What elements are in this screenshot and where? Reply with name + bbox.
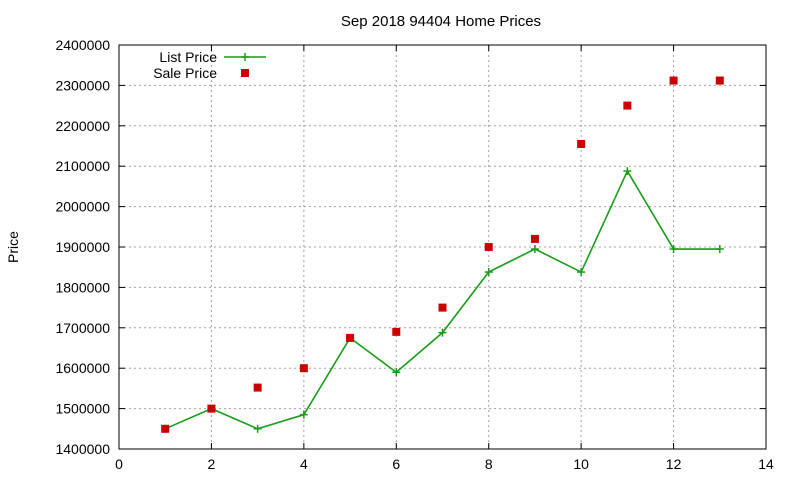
y-tick-label: 2200000 bbox=[55, 118, 110, 134]
sale-price-point bbox=[715, 76, 724, 85]
x-tick-label: 6 bbox=[392, 456, 400, 472]
x-tick-label: 2 bbox=[208, 456, 216, 472]
list-price-point bbox=[715, 245, 724, 254]
legend-marker bbox=[241, 53, 249, 61]
y-tick-label: 2300000 bbox=[55, 77, 110, 93]
sale-price-point bbox=[161, 424, 170, 433]
sale-price-point bbox=[392, 327, 401, 336]
list-price-point bbox=[438, 328, 447, 337]
x-tick-label: 14 bbox=[758, 456, 774, 472]
list-price-point bbox=[253, 424, 262, 433]
x-tick-label: 12 bbox=[666, 456, 682, 472]
legend-label: Sale Price bbox=[153, 65, 217, 81]
y-tick-label: 1400000 bbox=[55, 441, 110, 457]
sale-price-point bbox=[623, 101, 632, 110]
plot-frame bbox=[118, 44, 767, 450]
list-price-point bbox=[530, 245, 539, 254]
y-tick-label: 1900000 bbox=[55, 239, 110, 255]
list-price-line bbox=[164, 169, 720, 430]
sale-price-point bbox=[207, 404, 216, 413]
x-tick-label: 10 bbox=[573, 456, 589, 472]
y-tick-label: 1500000 bbox=[55, 401, 110, 417]
y-tick-label: 2100000 bbox=[55, 158, 110, 174]
list-price-point bbox=[484, 268, 493, 277]
x-tick-label: 0 bbox=[115, 456, 123, 472]
sale-price-point bbox=[299, 364, 308, 373]
y-tick-label: 2000000 bbox=[55, 199, 110, 215]
list-price-point bbox=[299, 410, 308, 419]
sale-price-point bbox=[438, 303, 447, 312]
sale-price-point bbox=[484, 243, 493, 251]
legend-label: List Price bbox=[159, 49, 217, 65]
x-tick-label: 4 bbox=[300, 456, 308, 472]
x-tick-label: 8 bbox=[485, 456, 493, 472]
series bbox=[161, 76, 724, 433]
y-tick-label: 2400000 bbox=[55, 37, 110, 53]
list-price-point bbox=[577, 268, 586, 277]
sale-price-point bbox=[530, 234, 539, 243]
grid bbox=[119, 45, 766, 449]
sale-price-point bbox=[669, 76, 678, 85]
chart-title: Sep 2018 94404 Home Prices bbox=[341, 13, 541, 30]
y-tick-label: 1800000 bbox=[55, 279, 110, 295]
sale-price-point bbox=[253, 383, 262, 392]
sale-price-point bbox=[346, 333, 355, 342]
legend-marker bbox=[241, 69, 249, 77]
axes: 0 2 4 6 8 10 12 14 1400000 1500000 1600000 1700000 1… bbox=[55, 37, 774, 472]
y-tick-label: 1700000 bbox=[55, 320, 110, 336]
list-price-point bbox=[623, 167, 632, 176]
list-price-point bbox=[669, 245, 678, 254]
y-axis-label: Price bbox=[5, 231, 21, 263]
y-tick-label: 1600000 bbox=[55, 360, 110, 376]
sale-price-point bbox=[577, 139, 586, 148]
list-price-point bbox=[392, 368, 401, 377]
